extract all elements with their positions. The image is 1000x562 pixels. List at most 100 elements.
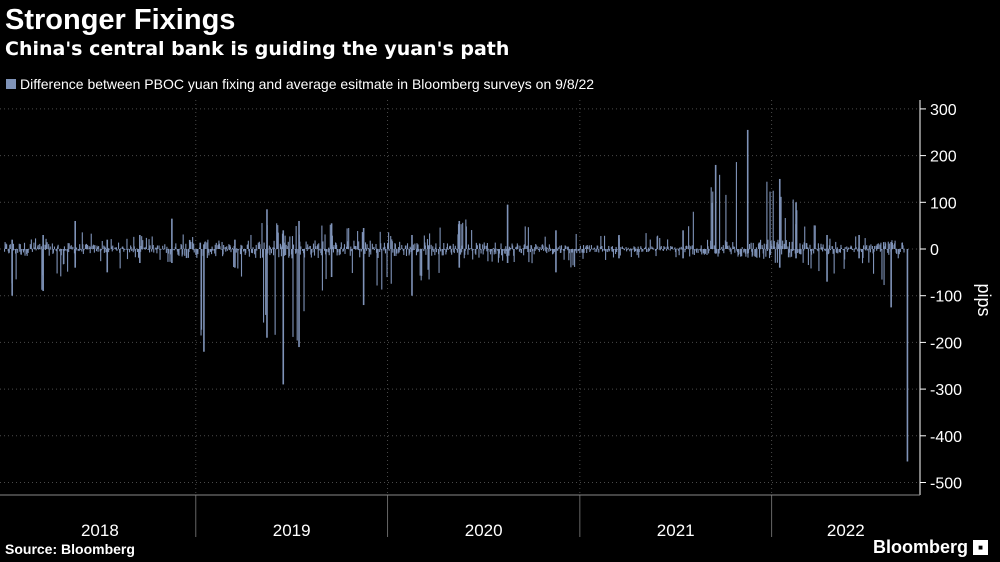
- bar: [115, 247, 118, 249]
- bar: [635, 249, 637, 252]
- bar: [518, 249, 520, 252]
- bar: [534, 247, 536, 249]
- bar: [318, 249, 320, 251]
- bar-peak: [555, 230, 557, 249]
- bar: [743, 249, 745, 253]
- bar: [693, 249, 695, 255]
- bar: [250, 234, 252, 249]
- bar: [95, 249, 98, 252]
- bar: [692, 249, 694, 255]
- bar: [800, 249, 802, 255]
- bar-peak: [282, 230, 285, 249]
- bar: [616, 249, 618, 250]
- bar: [749, 244, 751, 249]
- bar: [515, 246, 517, 249]
- bar: [156, 245, 158, 249]
- bar: [240, 249, 243, 277]
- bar: [399, 241, 401, 249]
- bar: [67, 243, 69, 249]
- bar: [691, 245, 693, 249]
- bar: [657, 235, 659, 249]
- bar: [675, 249, 677, 258]
- bar: [567, 246, 569, 249]
- bar: [480, 249, 482, 254]
- chart-title: Stronger Fixings: [5, 4, 236, 36]
- bar: [487, 249, 489, 250]
- bar: [553, 249, 555, 254]
- bar: [641, 249, 643, 252]
- bar: [310, 249, 312, 258]
- bar: [93, 249, 95, 253]
- bar: [122, 247, 124, 249]
- bar: [336, 244, 338, 249]
- bar: [439, 227, 441, 249]
- bar: [348, 228, 350, 249]
- bar: [398, 249, 400, 253]
- bar: [395, 249, 398, 254]
- bar: [329, 248, 331, 250]
- bar: [233, 249, 235, 268]
- bar: [835, 241, 837, 249]
- bar: [822, 244, 824, 249]
- bar: [280, 249, 282, 257]
- bar: [653, 248, 655, 250]
- bar: [829, 238, 831, 249]
- bar: [133, 236, 135, 249]
- bar: [454, 245, 456, 249]
- bar: [259, 249, 261, 259]
- bar: [460, 249, 462, 255]
- bar: [274, 247, 276, 249]
- bar: [649, 239, 651, 249]
- bar: [392, 249, 394, 253]
- bar: [156, 249, 158, 254]
- bar: [863, 245, 865, 249]
- bar: [495, 249, 497, 254]
- bar: [815, 248, 817, 250]
- bar: [44, 244, 46, 249]
- bar: [379, 249, 381, 252]
- bar: [228, 249, 230, 251]
- bar: [622, 248, 624, 249]
- bar: [865, 249, 867, 251]
- bar: [500, 243, 502, 249]
- bar: [652, 247, 654, 249]
- bar: [605, 249, 607, 252]
- bar-peak: [203, 249, 205, 352]
- bar: [563, 249, 565, 260]
- bar: [733, 246, 735, 249]
- bar: [323, 249, 326, 251]
- bar: [152, 244, 154, 249]
- bar: [431, 249, 433, 256]
- bar: [105, 249, 107, 253]
- bar: [269, 247, 271, 249]
- bar: [620, 247, 622, 249]
- bar: [416, 249, 419, 253]
- bar: [902, 245, 904, 249]
- bar: [807, 249, 809, 266]
- bar: [289, 236, 291, 249]
- bar: [692, 211, 694, 249]
- bar: [729, 249, 731, 252]
- bar: [534, 249, 536, 251]
- bar: [162, 245, 164, 249]
- bar: [576, 249, 578, 254]
- bar: [453, 249, 455, 254]
- bar: [63, 246, 65, 249]
- bar: [77, 249, 79, 251]
- bar: [195, 249, 197, 255]
- bar: [361, 249, 363, 250]
- bar: [192, 236, 194, 249]
- bar: [280, 245, 282, 249]
- bar: [247, 240, 249, 249]
- bar: [263, 249, 265, 323]
- bar: [151, 249, 153, 252]
- bar: [582, 249, 584, 259]
- y-axis-title: pips: [974, 283, 994, 316]
- bar: [475, 249, 477, 255]
- bar: [414, 243, 416, 249]
- bar: [781, 249, 783, 255]
- bar: [296, 249, 298, 341]
- bar: [232, 247, 234, 249]
- bar: [184, 249, 186, 256]
- bar: [484, 245, 486, 249]
